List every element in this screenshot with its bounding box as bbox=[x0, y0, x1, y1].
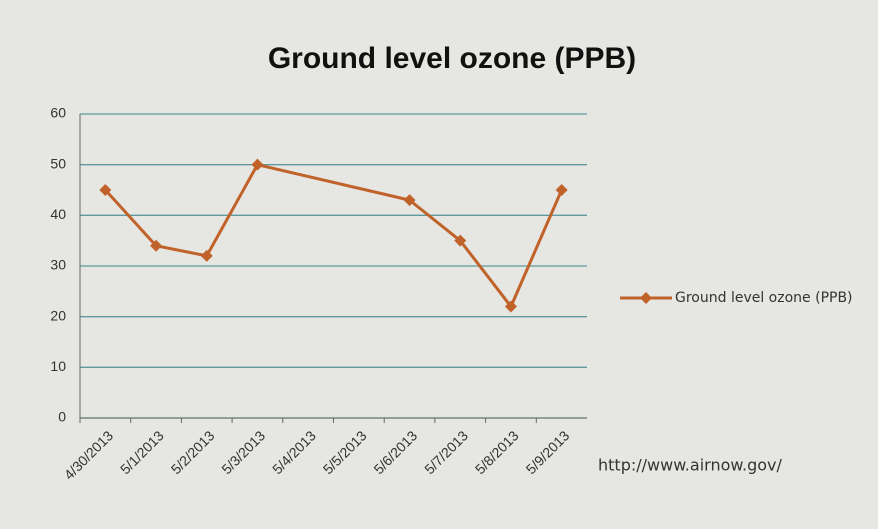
marker bbox=[640, 292, 652, 304]
legend-label: Ground level ozone (PPB) bbox=[675, 290, 853, 306]
y-tick-label: 40 bbox=[50, 206, 66, 222]
marker bbox=[504, 300, 517, 313]
series-line bbox=[408, 189, 564, 310]
legend-entry: Ground level ozone (PPB) bbox=[675, 290, 853, 306]
source-text: http://www.airnow.gov/ bbox=[598, 456, 782, 475]
marker bbox=[200, 249, 213, 262]
y-tick-label: 20 bbox=[50, 307, 66, 323]
y-tick-label: 0 bbox=[58, 409, 66, 425]
marker bbox=[150, 239, 163, 252]
y-tick-label: 30 bbox=[50, 257, 66, 273]
gap-connector bbox=[257, 163, 410, 202]
marker bbox=[251, 158, 264, 171]
y-tick-label: 50 bbox=[50, 155, 66, 171]
y-tick-label: 60 bbox=[50, 105, 66, 121]
y-tick-label: 10 bbox=[50, 358, 66, 374]
marker bbox=[454, 234, 467, 247]
marker bbox=[99, 184, 112, 196]
marker bbox=[555, 184, 568, 196]
chart-title: Ground level ozone (PPB) bbox=[268, 42, 636, 75]
marker bbox=[403, 194, 416, 207]
series-line bbox=[104, 163, 259, 258]
